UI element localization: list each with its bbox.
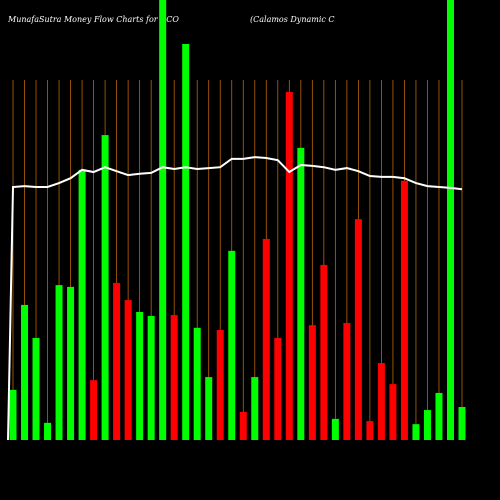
bar [366, 421, 374, 440]
bar [9, 389, 17, 440]
bar [400, 180, 408, 440]
bar [182, 44, 190, 440]
bar [90, 380, 98, 440]
bar [216, 330, 224, 440]
bar [113, 282, 121, 440]
bar [78, 169, 86, 440]
bar [67, 286, 75, 440]
bar [205, 377, 213, 440]
bar [101, 135, 109, 440]
bar [297, 147, 305, 440]
bar [262, 238, 270, 440]
bar [55, 285, 63, 440]
bar [331, 418, 339, 440]
bar [354, 219, 362, 440]
bar [446, 0, 454, 440]
chart-subtitle: (Calamos Dynamic C [250, 15, 335, 24]
bar [239, 411, 247, 440]
bar [458, 407, 466, 440]
bar [170, 315, 178, 440]
bar [423, 410, 431, 440]
bar [32, 337, 40, 440]
chart-title: MunafaSutra Money Flow Charts for CCO [7, 15, 179, 24]
bar [228, 250, 236, 440]
bar [44, 422, 52, 440]
bar [21, 304, 29, 440]
bar [274, 337, 282, 440]
bar [377, 363, 385, 440]
bar [251, 377, 259, 440]
bar [124, 300, 132, 440]
bar [435, 392, 443, 440]
bar [147, 315, 155, 440]
bar [320, 264, 328, 440]
bar [159, 0, 167, 440]
bar [193, 327, 201, 440]
bar [412, 424, 420, 440]
bar [136, 311, 144, 440]
plot [7, 0, 466, 441]
bar [389, 384, 397, 440]
bar [285, 91, 293, 441]
bar [308, 325, 316, 440]
bar [343, 322, 351, 440]
line [7, 156, 463, 441]
